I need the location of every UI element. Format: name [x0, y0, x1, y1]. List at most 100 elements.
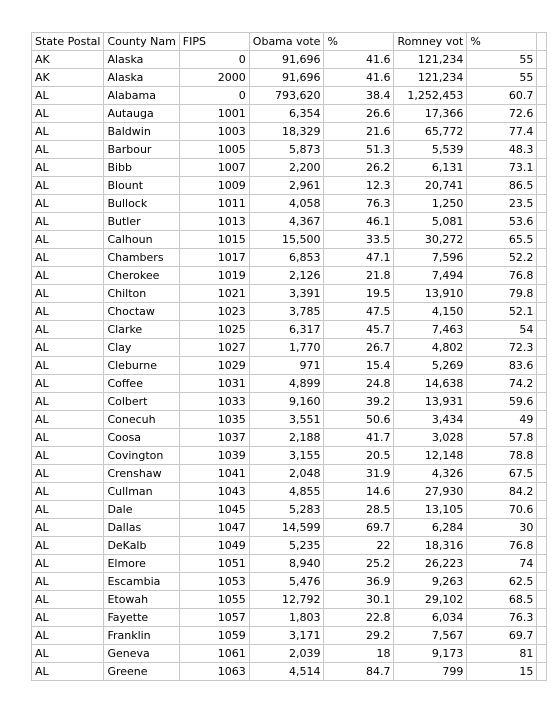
obama-pct-cell[interactable]: 45.7	[323, 320, 395, 339]
obama-pct-cell[interactable]: 14.6	[323, 482, 395, 501]
romney-vote-cell[interactable]: 7,596	[393, 248, 468, 267]
obama-pct-cell[interactable]: 33.5	[323, 230, 395, 249]
empty-cell[interactable]	[536, 230, 548, 249]
romney-vote-cell[interactable]: 9,173	[393, 644, 468, 663]
state-cell[interactable]: AL	[30, 302, 105, 321]
state-cell[interactable]: AL	[30, 626, 105, 645]
fips-cell[interactable]: 1007	[178, 158, 250, 177]
obama-pct-cell[interactable]: 26.7	[323, 338, 395, 357]
fips-cell[interactable]: 1011	[178, 194, 250, 213]
romney-vote-cell[interactable]: 6,131	[393, 158, 468, 177]
fips-cell[interactable]: 0	[178, 50, 250, 69]
romney-pct-cell[interactable]: 59.6	[466, 392, 538, 411]
county-cell[interactable]: Calhoun	[103, 230, 180, 249]
empty-cell[interactable]	[536, 608, 548, 627]
romney-vote-cell[interactable]: 5,539	[393, 140, 468, 159]
obama-vote-cell[interactable]: 9,160	[248, 392, 325, 411]
county-cell[interactable]: Clay	[103, 338, 180, 357]
county-cell[interactable]: Conecuh	[103, 410, 180, 429]
state-cell[interactable]: AL	[30, 86, 105, 105]
obama-pct-cell[interactable]: 24.8	[323, 374, 395, 393]
romney-pct-cell[interactable]: 60.7	[466, 86, 538, 105]
obama-pct-cell[interactable]: 47.1	[323, 248, 395, 267]
county-cell[interactable]: Dale	[103, 500, 180, 519]
fips-cell[interactable]: 1061	[178, 644, 250, 663]
county-cell[interactable]: Etowah	[103, 590, 180, 609]
state-cell[interactable]: AL	[30, 464, 105, 483]
fips-cell[interactable]: 0	[178, 86, 250, 105]
empty-cell[interactable]	[536, 410, 548, 429]
empty-cell[interactable]	[536, 284, 548, 303]
county-cell[interactable]: Butler	[103, 212, 180, 231]
state-cell[interactable]: AL	[30, 266, 105, 285]
fips-cell[interactable]: 1043	[178, 482, 250, 501]
empty-cell[interactable]	[536, 446, 548, 465]
romney-vote-cell[interactable]: 13,931	[393, 392, 468, 411]
obama-pct-cell[interactable]: 15.4	[323, 356, 395, 375]
romney-vote-cell[interactable]: 29,102	[393, 590, 468, 609]
state-cell[interactable]: AL	[30, 644, 105, 663]
obama-vote-cell[interactable]: 6,354	[248, 104, 325, 123]
fips-cell[interactable]: 1039	[178, 446, 250, 465]
state-cell[interactable]: AL	[30, 356, 105, 375]
county-cell[interactable]: Bullock	[103, 194, 180, 213]
county-cell[interactable]: Colbert	[103, 392, 180, 411]
romney-vote-cell[interactable]: 17,366	[393, 104, 468, 123]
obama-vote-cell[interactable]: 1,803	[248, 608, 325, 627]
state-cell[interactable]: AL	[30, 158, 105, 177]
romney-pct-cell[interactable]: 52.1	[466, 302, 538, 321]
obama-vote-cell[interactable]: 3,171	[248, 626, 325, 645]
romney-vote-cell[interactable]: 3,028	[393, 428, 468, 447]
empty-cell[interactable]	[536, 248, 548, 267]
obama-pct-cell[interactable]: 28.5	[323, 500, 395, 519]
fips-cell[interactable]: 1063	[178, 662, 250, 681]
county-cell[interactable]: Baldwin	[103, 122, 180, 141]
romney-vote-cell[interactable]: 7,567	[393, 626, 468, 645]
obama-pct-cell[interactable]: 22.8	[323, 608, 395, 627]
romney-pct-cell[interactable]: 72.6	[466, 104, 538, 123]
empty-cell[interactable]	[536, 212, 548, 231]
empty-cell[interactable]	[536, 464, 548, 483]
romney-vote-cell[interactable]: 5,081	[393, 212, 468, 231]
romney-pct-cell[interactable]: 23.5	[466, 194, 538, 213]
romney-pct-cell[interactable]: 67.5	[466, 464, 538, 483]
fips-cell[interactable]: 1051	[178, 554, 250, 573]
empty-cell[interactable]	[536, 266, 548, 285]
obama-vote-cell[interactable]: 4,899	[248, 374, 325, 393]
fips-cell[interactable]: 1059	[178, 626, 250, 645]
romney-pct-cell[interactable]: 76.8	[466, 536, 538, 555]
state-cell[interactable]: AL	[30, 500, 105, 519]
empty-cell[interactable]	[536, 104, 548, 123]
empty-cell[interactable]	[536, 572, 548, 591]
obama-vote-cell[interactable]: 2,126	[248, 266, 325, 285]
obama-pct-cell[interactable]: 38.4	[323, 86, 395, 105]
obama-vote-cell[interactable]: 4,855	[248, 482, 325, 501]
fips-cell[interactable]: 1009	[178, 176, 250, 195]
obama-pct-cell[interactable]: 46.1	[323, 212, 395, 231]
romney-vote-cell[interactable]: 5,269	[393, 356, 468, 375]
fips-cell[interactable]: 1013	[178, 212, 250, 231]
obama-vote-cell[interactable]: 3,551	[248, 410, 325, 429]
obama-vote-cell[interactable]: 5,283	[248, 500, 325, 519]
state-cell[interactable]: AL	[30, 536, 105, 555]
obama-vote-cell[interactable]: 971	[248, 356, 325, 375]
obama-vote-cell[interactable]: 1,770	[248, 338, 325, 357]
romney-pct-cell[interactable]: 55	[466, 50, 538, 69]
state-cell[interactable]: AL	[30, 122, 105, 141]
state-cell[interactable]: AL	[30, 230, 105, 249]
county-cell[interactable]: Coosa	[103, 428, 180, 447]
empty-cell[interactable]	[536, 122, 548, 141]
county-cell[interactable]: Covington	[103, 446, 180, 465]
romney-pct-cell[interactable]: 72.3	[466, 338, 538, 357]
romney-pct-cell[interactable]: 76.3	[466, 608, 538, 627]
obama-vote-cell[interactable]: 14,599	[248, 518, 325, 537]
obama-vote-cell[interactable]: 2,048	[248, 464, 325, 483]
fips-cell[interactable]: 1021	[178, 284, 250, 303]
obama-pct-cell[interactable]: 29.2	[323, 626, 395, 645]
romney-vote-cell[interactable]: 30,272	[393, 230, 468, 249]
header-romney-pct[interactable]: %	[466, 32, 538, 51]
obama-vote-cell[interactable]: 2,188	[248, 428, 325, 447]
romney-vote-cell[interactable]: 13,105	[393, 500, 468, 519]
state-cell[interactable]: AL	[30, 482, 105, 501]
header-fips[interactable]: FIPS	[178, 32, 250, 51]
